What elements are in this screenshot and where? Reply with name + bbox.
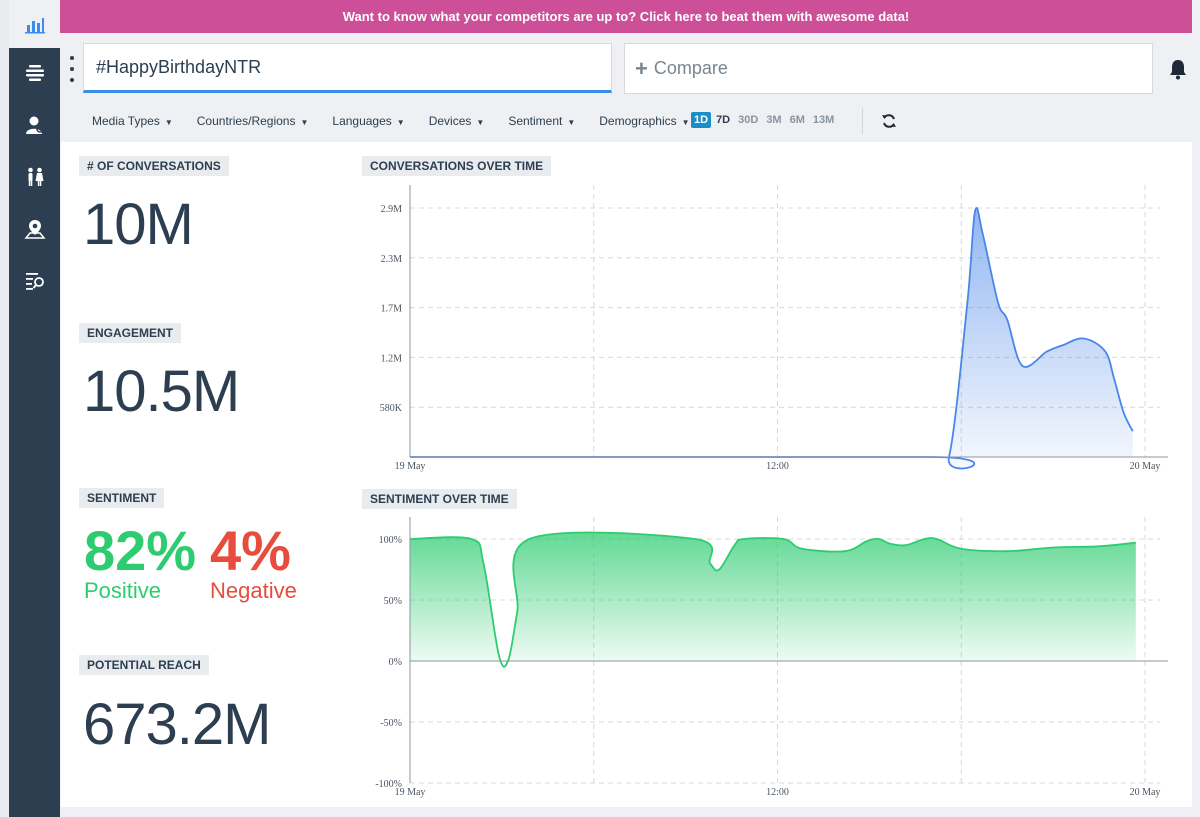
filter-label: Countries/Regions [196,114,296,128]
caret-down-icon: ▼ [567,118,576,127]
sentiment-over-time-chart: 100% 50% 0% -50% -100%19 May 12:00 20 May [375,517,1168,798]
bell-icon[interactable] [1168,58,1188,80]
promo-banner[interactable]: Want to know what your competitors are u… [60,0,1192,33]
sidebar-item-influencers[interactable] [9,101,60,149]
range-6m[interactable]: 6M [789,114,805,126]
sidebar-item-analytics[interactable] [9,0,60,48]
filter-demographics[interactable]: Demographics ▼ [599,114,689,128]
positive-value: 82% [84,519,197,582]
range-3m[interactable]: 3M [766,114,782,126]
filter-label: Demographics [599,114,677,128]
filter-sentiment[interactable]: Sentiment ▼ [508,114,575,128]
search-box [83,43,612,93]
filter-bar: Media Types ▼ Countries/Regions ▼ Language… [80,108,702,134]
filter-label: Devices [428,114,472,128]
caret-down-icon: ▼ [476,118,485,127]
compare-label: Compare [653,58,728,78]
sidebar-item-search-list[interactable] [9,256,60,304]
filter-label: Media Types [92,114,160,128]
range-30d[interactable]: 30D [738,114,759,126]
list-search-icon [25,273,44,290]
reach-label: POTENTIAL REACH [79,655,209,675]
stream-icon [25,65,44,81]
filter-label: Languages [332,114,392,128]
refresh-icon[interactable] [881,113,897,129]
caret-down-icon: ▼ [300,118,309,127]
sidebar [0,0,60,817]
caret-down-icon: ▼ [681,118,690,127]
promo-banner-text: Want to know what your competitors are u… [342,9,910,24]
divider [862,108,863,134]
series-line [410,207,1134,470]
filter-devices[interactable]: Devices ▼ [429,114,485,128]
people-icon [27,167,43,186]
positive-label: Positive [84,578,162,603]
plus-icon: + [635,55,648,81]
dashboard-panel [61,142,1192,807]
series-area [410,207,1133,469]
search-input[interactable] [84,44,611,90]
x-tick-label: 19 May [395,461,426,472]
y-tick-label: 0% [389,657,402,668]
y-tick-label: -100% [375,779,402,790]
y-tick-label: 1.2M [381,353,403,364]
y-tick-label: 1.7M [381,304,403,315]
x-tick-label: 20 May [1130,461,1161,472]
conversations-chart-title: CONVERSATIONS OVER TIME [362,156,552,176]
y-tick-label: 2.3M [381,254,403,265]
filter-languages[interactable]: Languages ▼ [332,114,404,128]
range-1d[interactable]: 1D [691,112,712,128]
conversations-over-time-chart: 580K 1.2M 1.7M 2.3M 2.9M 19 May 12:00 20 May [380,185,1168,472]
x-tick-label: 12:00 [766,461,789,472]
reach-value: 673.2M [83,692,271,757]
range-7d[interactable]: 7D [716,114,731,126]
x-tick-label: 20 May [1130,787,1161,798]
filter-label: Sentiment [508,114,563,128]
negative-value: 4% [210,519,291,582]
y-tick-label: -50% [380,718,402,729]
sidebar-item-stream[interactable] [9,48,60,96]
filter-countries-regions[interactable]: Countries/Regions ▼ [197,114,309,128]
caret-down-icon: ▼ [164,118,173,127]
y-tick-label: 580K [380,403,403,414]
filter-media-types[interactable]: Media Types ▼ [92,114,173,128]
sidebar-item-locations[interactable] [9,205,60,253]
conversations-label: # OF CONVERSATIONS [79,156,229,176]
map-pin-icon [23,220,46,239]
sidebar-strip [0,0,9,817]
x-tick-label: 19 May [395,787,426,798]
series-line [409,531,1136,668]
y-tick-label: 2.9M [381,204,403,215]
engagement-label: ENGAGEMENT [79,323,182,343]
user-search-icon [25,116,44,134]
sentiment-chart-title: SENTIMENT OVER TIME [362,489,517,509]
sentiment-label: SENTIMENT [79,488,165,508]
y-tick-label: 100% [379,535,402,546]
negative-label: Negative [210,578,297,603]
engagement-value: 10.5M [83,359,240,424]
bar-chart-icon [24,18,45,34]
range-13m[interactable]: 13M [812,114,835,126]
time-range-selector: 1D 7D 30D 3M 6M 13M [691,112,839,128]
caret-down-icon: ▼ [396,118,405,127]
sidebar-item-demographics[interactable] [9,153,60,201]
y-tick-label: 50% [384,596,402,607]
compare-button[interactable]: + Compare [624,43,1153,94]
series-area [410,532,1136,667]
options-menu-icon[interactable] [67,56,77,82]
conversations-value: 10M [83,192,194,257]
x-tick-label: 12:00 [766,787,789,798]
